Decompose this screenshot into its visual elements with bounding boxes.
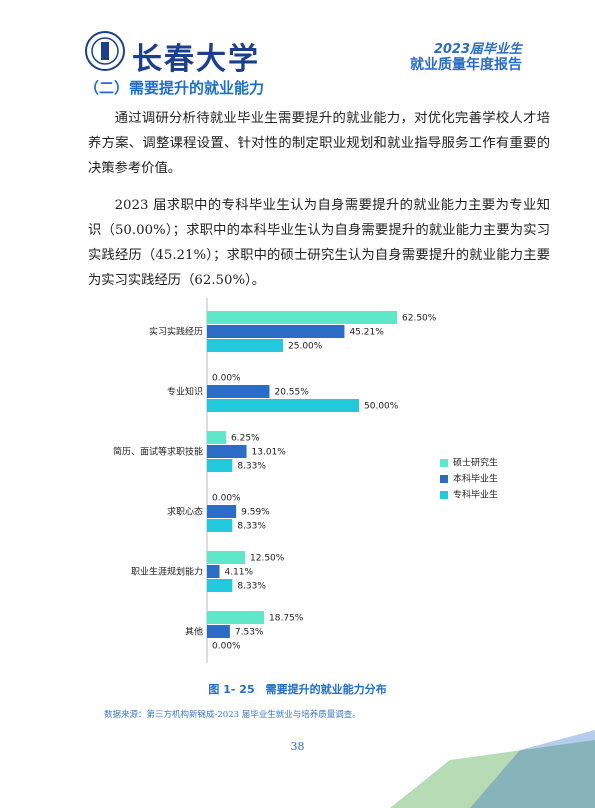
banner-line1: 2023届毕业生	[433, 42, 522, 57]
bar	[207, 551, 245, 564]
bar	[207, 565, 220, 578]
value-label: 6.25%	[231, 434, 260, 444]
paragraph: 通过调研分析待就业毕业生需要提升的就业能力，对优化完善学校人才培养方案、调整课程…	[88, 111, 550, 176]
value-label: 8.33%	[237, 522, 266, 532]
value-label: 8.33%	[237, 462, 266, 472]
value-label: 12.50%	[250, 554, 285, 564]
bar	[207, 459, 233, 472]
bar	[207, 445, 247, 458]
value-label: 0.00%	[212, 374, 241, 384]
value-label: 9.59%	[241, 508, 270, 518]
value-label: 13.01%	[252, 448, 287, 458]
legend-label: 专科毕业生	[453, 489, 498, 501]
category-label: 求职心态	[167, 506, 203, 518]
source-note: 数据来源：第三方机构新锦成-2023 届毕业生就业与培养质量调查。	[104, 710, 361, 720]
value-label: 50.00%	[364, 402, 399, 412]
legend-swatch	[440, 475, 448, 483]
bar	[207, 431, 226, 444]
chart: 实习实践经历 62.50% 45.21% 25.00% 专业知识 0.00% 20.55% 5…	[113, 298, 498, 663]
value-label: 45.21%	[349, 328, 384, 338]
category-label: 实习实践经历	[149, 326, 203, 338]
bar	[207, 325, 345, 338]
category-label: 其他	[185, 626, 203, 638]
legend-label: 硕士研究生	[453, 457, 498, 469]
legend-label: 本科毕业生	[453, 473, 498, 485]
value-label: 7.53%	[235, 628, 264, 638]
value-label: 8.33%	[237, 582, 266, 592]
bar	[207, 579, 233, 592]
bar	[207, 505, 237, 518]
bar	[207, 399, 359, 412]
value-label: 0.00%	[212, 494, 241, 504]
legend-swatch	[440, 491, 448, 499]
paragraph: 2023 届求职中的专科毕业生认为自身需要提升的就业能力主要为专业知识（50.0…	[88, 198, 550, 288]
bar	[207, 311, 397, 324]
legend-swatch	[440, 459, 448, 467]
category-label: 职业生涯规划能力	[131, 566, 203, 578]
value-label: 20.55%	[274, 388, 309, 398]
page-number: 38	[290, 740, 305, 753]
value-label: 4.11%	[224, 568, 253, 578]
category-label: 简历、面试等求职技能	[113, 446, 203, 458]
value-label: 18.75%	[269, 614, 304, 624]
value-label: 0.00%	[212, 642, 241, 652]
decoration	[390, 730, 595, 808]
logo-text: 长春大学	[132, 42, 260, 77]
bar	[207, 625, 230, 638]
section-title: （二）需要提升的就业能力	[84, 79, 265, 97]
category-label: 专业知识	[167, 386, 203, 398]
value-label: 62.50%	[402, 314, 437, 324]
bar	[207, 339, 283, 352]
bar	[207, 385, 270, 398]
chart-title: 图 1- 25 需要提升的就业能力分布	[208, 683, 387, 696]
banner-line2: 就业质量年度报告	[410, 57, 522, 73]
value-label: 25.00%	[288, 342, 323, 352]
bar	[207, 611, 264, 624]
bar	[207, 519, 233, 532]
body-text: 通过调研分析待就业毕业生需要提升的就业能力，对优化完善学校人才培养方案、调整课程…	[88, 106, 550, 305]
logo-emblem	[85, 31, 125, 71]
